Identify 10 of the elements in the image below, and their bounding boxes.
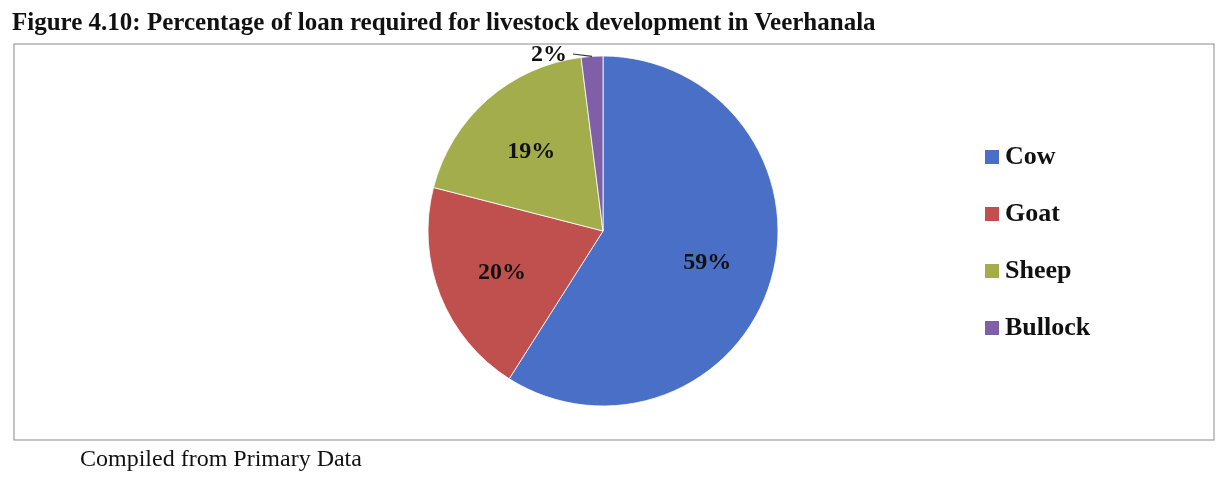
- data-label: 20%: [478, 257, 527, 284]
- chart-title: Figure 4.10: Percentage of loan required for livestock development in Veerhanala: [12, 8, 877, 35]
- text: Compiled from Primary Data: [80, 445, 363, 471]
- legend-label: Sheep: [1005, 255, 1072, 284]
- legend-label: Bullock: [1005, 312, 1091, 341]
- data-label: 2%: [531, 40, 567, 66]
- data-label: 59%: [683, 248, 732, 275]
- legend-label: Cow: [1005, 141, 1056, 170]
- legend-label: Goat: [1005, 198, 1061, 227]
- data-label: 19%: [507, 136, 556, 163]
